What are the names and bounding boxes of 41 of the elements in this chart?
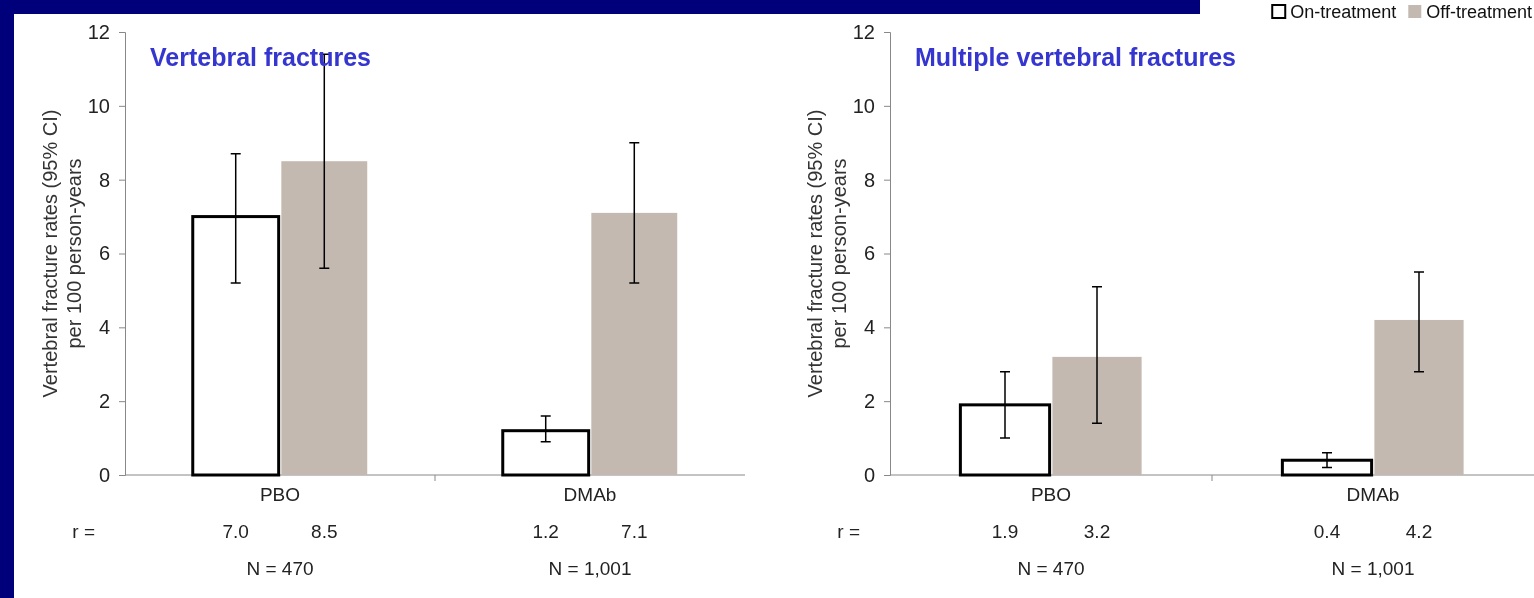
data-label: 7.1 bbox=[621, 521, 648, 542]
data-label: 8.5 bbox=[311, 521, 338, 542]
legend-label: On-treatment bbox=[1290, 2, 1397, 22]
chart-title: Multiple vertebral fractures bbox=[915, 43, 1236, 71]
data-label: 0.4 bbox=[1313, 521, 1341, 542]
bar bbox=[1052, 356, 1142, 475]
y-tick-label: 2 bbox=[98, 390, 110, 413]
y-tick-label: 6 bbox=[98, 242, 110, 265]
data-label: 3.2 bbox=[1083, 521, 1111, 542]
y-tick-label: 12 bbox=[852, 20, 875, 43]
text: N = 470 bbox=[246, 558, 314, 579]
y-axis-title: Vertebral fracture rates (95% CI) per 100 person-years bbox=[39, 109, 85, 398]
y-tick-label: 4 bbox=[863, 316, 875, 339]
y-tick-label: 10 bbox=[852, 94, 875, 117]
x-tick-label: PBO bbox=[259, 484, 301, 505]
legend-label: Off-treatment bbox=[1426, 2, 1532, 22]
data-label: 1.9 bbox=[991, 521, 1019, 542]
y-tick-label: 0 bbox=[863, 463, 875, 486]
bar bbox=[591, 212, 678, 475]
bar bbox=[1374, 319, 1464, 475]
y-tick-label: 2 bbox=[863, 390, 875, 413]
y-tick-label: 0 bbox=[98, 463, 110, 486]
text: r = bbox=[72, 521, 95, 542]
y-tick-label: 6 bbox=[863, 242, 875, 265]
y-tick-label: 12 bbox=[87, 20, 110, 43]
x-tick-label: DMAb bbox=[1346, 484, 1400, 505]
bar bbox=[281, 161, 368, 475]
text: N = 1,001 bbox=[1331, 558, 1415, 579]
x-tick-label: PBO bbox=[1030, 484, 1072, 505]
y-tick-label: 10 bbox=[87, 94, 110, 117]
text: r = bbox=[837, 521, 860, 542]
data-label: 4.2 bbox=[1405, 521, 1433, 542]
text: N = 1,001 bbox=[548, 558, 632, 579]
y-axis-title: Vertebral fracture rates (95% CI) per 100 person-years bbox=[804, 109, 850, 398]
data-label: 7.0 bbox=[222, 521, 249, 542]
y-tick-label: 8 bbox=[863, 168, 875, 191]
y-tick-label: 8 bbox=[98, 168, 110, 191]
y-tick-label: 4 bbox=[98, 316, 110, 339]
data-label: 1.2 bbox=[532, 521, 559, 542]
text: N = 470 bbox=[1017, 558, 1085, 579]
x-tick-label: DMAb bbox=[563, 484, 617, 505]
